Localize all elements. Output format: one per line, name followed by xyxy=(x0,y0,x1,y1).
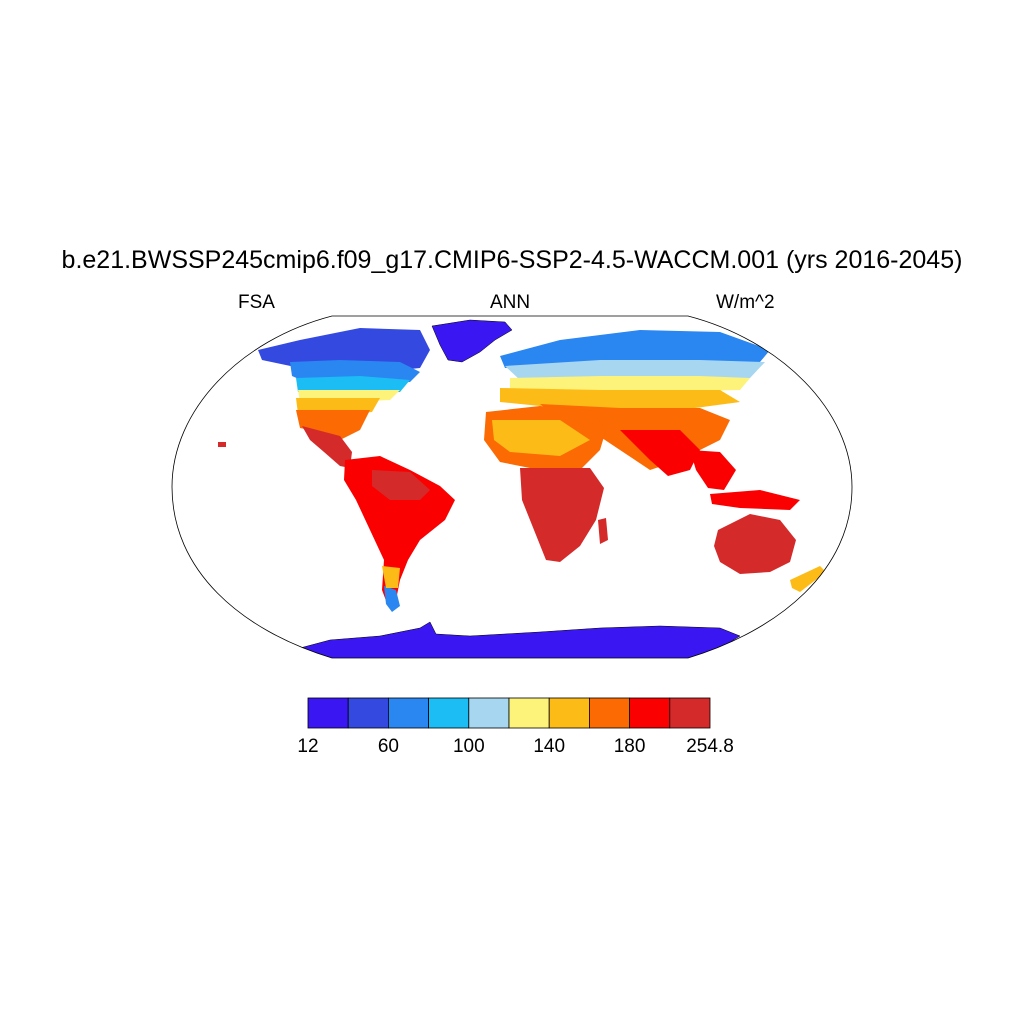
colorbar-box xyxy=(468,697,510,729)
colorbar-box xyxy=(387,697,429,729)
south-america-patagonia xyxy=(382,566,400,588)
eurasia-mid xyxy=(510,376,750,392)
central-america xyxy=(302,426,352,468)
plot-title: b.e21.BWSSP245cmip6.f09_g17.CMIP6-SSP2-4… xyxy=(61,246,963,274)
africa-central xyxy=(520,468,604,562)
units-label: W/m^2 xyxy=(716,292,775,313)
colorbar-tick-label: 100 xyxy=(453,736,485,757)
south-america-tip xyxy=(384,586,400,612)
southeast-asia xyxy=(690,450,736,490)
new-zealand xyxy=(790,566,826,592)
colorbar-tick-label: 12 xyxy=(297,736,318,757)
africa-sahara xyxy=(492,420,590,456)
south-america-hot xyxy=(372,470,430,500)
eurasia-warm xyxy=(500,388,740,410)
north-america-south xyxy=(296,410,370,440)
south-america xyxy=(344,456,455,606)
variable-label: FSA xyxy=(238,292,275,313)
land-fill-layer xyxy=(218,319,826,658)
colorbar-box xyxy=(508,697,550,729)
north-america-cool xyxy=(296,376,410,394)
colorbar-tick-labels: 12 60 100 140 180 254.8 xyxy=(297,736,733,757)
colorbar-tick-label: 254.8 xyxy=(686,736,734,757)
south-asia xyxy=(620,430,700,476)
season-label: ANN xyxy=(490,292,531,313)
colorbar-boxes xyxy=(307,697,711,729)
colorbar-box xyxy=(629,697,671,729)
hawaii xyxy=(218,442,226,447)
colorbar-tick-label: 180 xyxy=(614,736,646,757)
colorbar-box xyxy=(548,697,590,729)
map-border xyxy=(171,315,853,659)
indonesia xyxy=(710,490,800,510)
madagascar xyxy=(598,518,608,544)
eurasia-cool xyxy=(505,360,765,380)
greenland xyxy=(431,319,513,363)
colorbar-box xyxy=(307,697,349,729)
colorbar-tick-label: 140 xyxy=(533,736,565,757)
colorbar-box xyxy=(589,697,631,729)
colorbar-box xyxy=(347,697,389,729)
colorbar-box xyxy=(428,697,470,729)
north-america-arctic xyxy=(258,328,430,372)
australia xyxy=(714,514,796,574)
colorbar-box xyxy=(669,697,711,729)
colorbar-tick-label: 60 xyxy=(378,736,399,757)
eurasia-arctic xyxy=(500,330,770,368)
